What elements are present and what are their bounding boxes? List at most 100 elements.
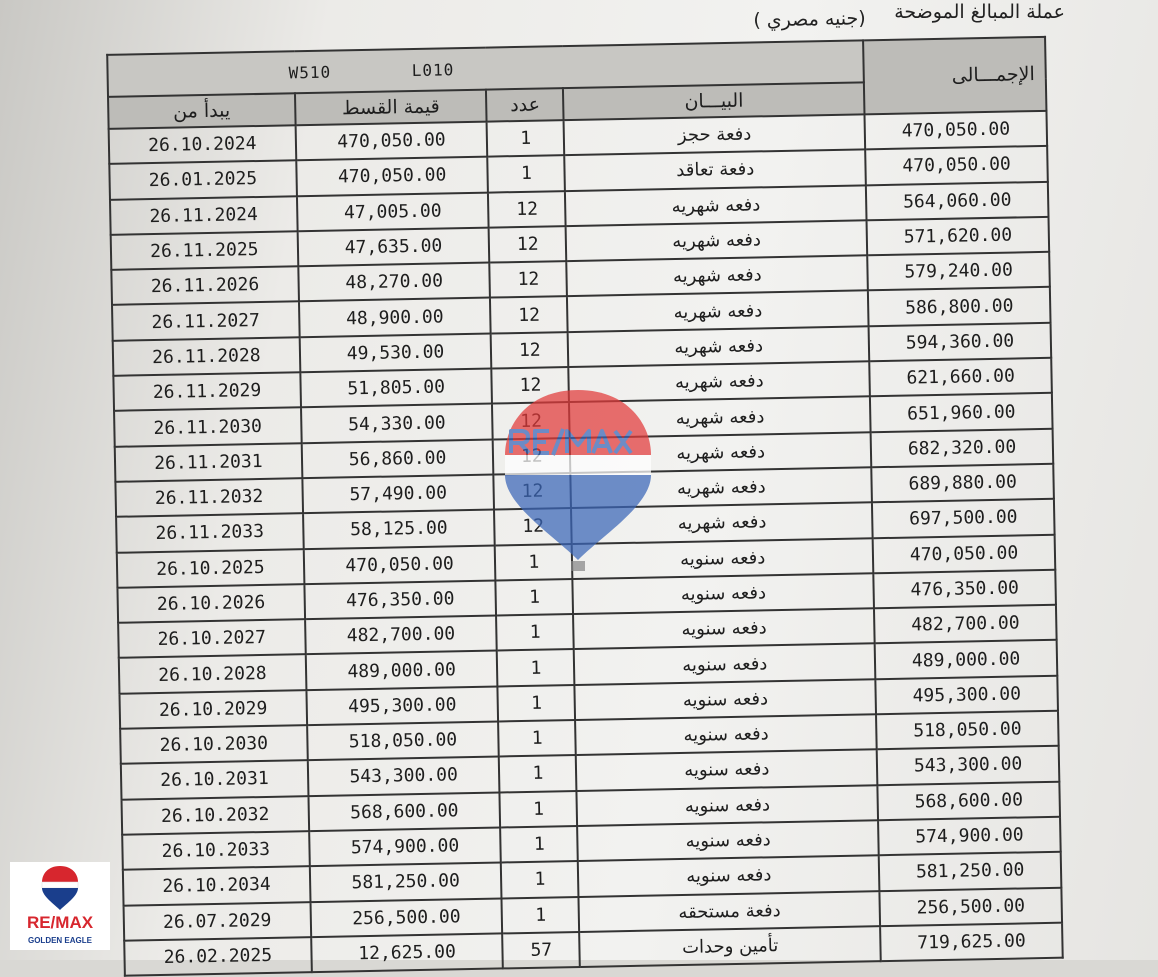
total-cell: 568,600.00: [877, 781, 1061, 821]
total-cell: 682,320.00: [870, 428, 1054, 468]
header-total: الإجمـــالى: [863, 36, 1047, 115]
count-cell: 1: [498, 720, 577, 757]
start-date-cell: 26.11.2027: [112, 301, 300, 341]
start-date-cell: 26.11.2028: [112, 337, 301, 376]
count-cell: 12: [488, 190, 566, 228]
installment-value-cell: 495,300.00: [306, 686, 499, 726]
installment-value-cell: 470,050.00: [295, 156, 489, 196]
description-cell: دفعه سنويه: [576, 749, 878, 791]
total-cell: 543,300.00: [876, 746, 1060, 785]
start-date-cell: 26.10.2028: [118, 654, 307, 694]
description-cell: دفعه سنويه: [575, 714, 877, 756]
description-cell: دفعه سنويه: [574, 678, 877, 721]
start-date-cell: 26.07.2029: [123, 901, 311, 941]
installment-value-cell: 574,900.00: [308, 827, 502, 867]
start-date-cell: 26.10.2026: [117, 584, 305, 623]
total-cell: 586,800.00: [868, 287, 1051, 327]
total-cell: 256,500.00: [879, 887, 1063, 927]
installment-value-cell: 543,300.00: [307, 756, 500, 796]
total-cell: 482,700.00: [874, 604, 1057, 644]
description-cell: دفعه شهريه: [567, 326, 870, 368]
start-date-cell: 26.11.2032: [115, 478, 303, 518]
count-cell: 1: [497, 684, 576, 722]
count-cell: 1: [500, 825, 579, 863]
logo-brand: RE/MAX: [26, 913, 94, 932]
header-start-date: يبدأ من: [108, 93, 296, 129]
description-cell: دفعة مستحقه: [578, 890, 881, 932]
count-cell: 1: [487, 155, 566, 193]
total-cell: 689,880.00: [871, 463, 1054, 503]
installment-value-cell: 47,635.00: [297, 227, 490, 267]
installment-value-cell: 489,000.00: [305, 650, 498, 690]
total-cell: 495,300.00: [875, 675, 1058, 715]
description-cell: دفعه سنويه: [577, 820, 879, 862]
total-cell: 594,360.00: [868, 322, 1052, 362]
header-installment-value: قيمة القسط: [294, 89, 487, 126]
count-cell: 12: [491, 331, 569, 369]
count-cell: 12: [489, 261, 568, 299]
installment-value-cell: 49,530.00: [299, 333, 492, 373]
start-date-cell: 26.10.2034: [122, 866, 311, 906]
count-cell: 1: [496, 614, 574, 651]
total-cell: 489,000.00: [874, 640, 1058, 679]
total-cell: 518,050.00: [876, 710, 1059, 750]
start-date-cell: 26.11.2029: [113, 372, 301, 412]
balloon-icon: [41, 866, 79, 910]
remax-golden-eagle-logo: RE/MAX GOLDEN EAGLE: [10, 862, 110, 950]
count-cell: 1: [486, 120, 565, 157]
count-cell: 1: [501, 896, 580, 934]
description-cell: دفعه شهريه: [567, 290, 869, 332]
count-cell: 1: [499, 790, 578, 828]
installment-value-cell: 56,860.00: [301, 439, 494, 479]
total-cell: 579,240.00: [867, 252, 1050, 291]
description-cell: دفعه سنويه: [573, 643, 876, 685]
description-cell: دفعة حجز: [563, 114, 866, 156]
installment-value-cell: 47,005.00: [296, 192, 489, 232]
watermark-lettering: [509, 428, 633, 456]
description-cell: دفعه سنويه: [576, 784, 879, 826]
installment-value-cell: 58,125.00: [302, 509, 496, 549]
description-cell: دفعه سنويه: [572, 573, 875, 615]
start-date-cell: 26.11.2031: [114, 442, 303, 482]
description-cell: تأمين وحدات: [579, 926, 881, 968]
total-cell: 470,050.00: [865, 146, 1048, 185]
unit-code-l: L010: [411, 59, 455, 80]
count-cell: 12: [490, 296, 568, 334]
installment-value-cell: 54,330.00: [300, 403, 494, 443]
count-cell: 1: [501, 861, 579, 898]
total-cell: 470,050.00: [864, 110, 1048, 150]
total-cell: 476,350.00: [873, 569, 1056, 609]
description-cell: دفعه شهريه: [565, 184, 867, 226]
count-cell: 1: [499, 755, 577, 793]
start-date-cell: 26.01.2025: [109, 160, 297, 200]
start-date-cell: 26.10.2032: [121, 795, 309, 835]
total-cell: 581,250.00: [878, 851, 1062, 891]
count-cell: 1: [497, 649, 575, 687]
count-cell: 12: [488, 225, 567, 263]
start-date-cell: 26.11.2030: [114, 407, 302, 447]
count-cell: 57: [502, 931, 581, 969]
caption-line1: عملة المبالغ الموضحة: [894, 1, 1065, 23]
total-cell: 470,050.00: [872, 534, 1056, 574]
total-cell: 571,620.00: [866, 216, 1050, 256]
header-count: عدد: [486, 88, 564, 122]
description-cell: دفعه سنويه: [573, 608, 875, 650]
total-cell: 621,660.00: [869, 357, 1052, 397]
start-date-cell: 26.10.2024: [108, 125, 296, 165]
installment-value-cell: 476,350.00: [304, 580, 497, 620]
unit-code-w: W510: [288, 62, 332, 82]
installment-value-cell: 470,050.00: [303, 545, 496, 585]
start-date-cell: 26.10.2027: [118, 619, 306, 659]
installment-value-cell: 482,700.00: [304, 615, 498, 655]
installment-value-cell: 48,900.00: [298, 298, 492, 338]
start-date-cell: 26.10.2031: [120, 760, 309, 800]
start-date-cell: 26.11.2026: [111, 266, 299, 306]
description-cell: دفعة تعاقد: [564, 149, 867, 191]
installment-value-cell: 48,270.00: [298, 262, 491, 302]
remax-balloon-watermark: [505, 390, 651, 571]
installment-value-cell: 581,250.00: [309, 862, 502, 902]
start-date-cell: 26.10.2030: [120, 725, 308, 765]
start-date-cell: 26.10.2033: [122, 831, 310, 870]
description-cell: دفعه شهريه: [565, 220, 868, 262]
installment-value-cell: 470,050.00: [295, 121, 488, 161]
